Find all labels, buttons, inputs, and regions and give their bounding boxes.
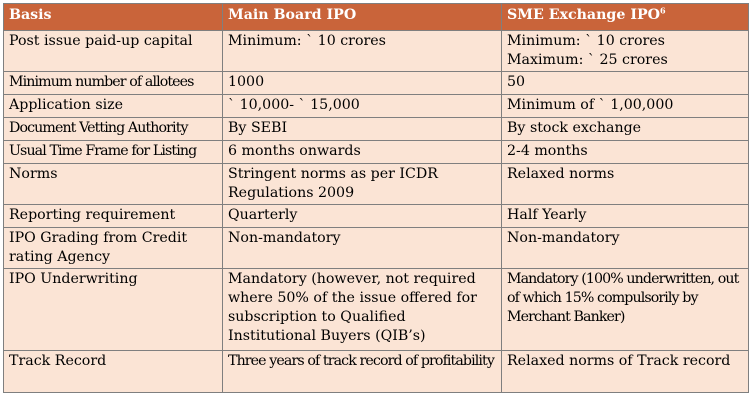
row-sme-exchange: By stock exchange (501, 117, 749, 141)
row-basis: IPO Underwriting (3, 268, 223, 351)
row-basis: Minimum number of allotees (3, 71, 223, 95)
table-row: Reporting requirement Quarterly Half Yea… (3, 204, 749, 228)
row-main-board: Three years of track record of profitabi… (222, 350, 502, 393)
header-basis: Basis (3, 3, 223, 31)
footnote-marker: 6 (660, 5, 666, 16)
row-sme-exchange: Relaxed norms of Track record (501, 350, 749, 393)
row-basis: Document Vetting Authority (3, 117, 223, 141)
row-basis: Application size (3, 94, 223, 118)
row-sme-exchange: 2-4 months (501, 140, 749, 164)
row-sme-exchange: Half Yearly (501, 204, 749, 228)
row-sme-exchange: Mandatory (100% underwritten, out of whi… (501, 268, 749, 351)
row-basis: Reporting requirement (3, 204, 223, 228)
row-sme-exchange: Relaxed norms (501, 163, 749, 205)
header-main-board-ipo: Main Board IPO (222, 3, 502, 31)
row-basis: Norms (3, 163, 223, 205)
table-row: Post issue paid-up capital Minimum: ` 10… (3, 30, 749, 72)
row-main-board: Quarterly (222, 204, 502, 228)
row-main-board: By SEBI (222, 117, 502, 141)
row-main-board: 1000 (222, 71, 502, 95)
header-sme-label: SME Exchange IPO (507, 7, 660, 23)
table-row: Application size ` 10,000- ` 15,000 Mini… (3, 94, 749, 118)
header-sme-exchange-ipo: SME Exchange IPO6 (501, 3, 749, 31)
row-main-board: Stringent norms as per ICDR Regulations … (222, 163, 502, 205)
ipo-comparison-table: Basis Main Board IPO SME Exchange IPO6 P… (3, 3, 749, 393)
row-main-board: 6 months onwards (222, 140, 502, 164)
row-sme-exchange: Minimum of ` 1,00,000 (501, 94, 749, 118)
row-main-board: Non-mandatory (222, 227, 502, 269)
table-row: Document Vetting Authority By SEBI By st… (3, 117, 749, 141)
table-row: Minimum number of allotees 1000 50 (3, 71, 749, 95)
row-sme-exchange: Non-mandatory (501, 227, 749, 269)
table-row: IPO Grading from Credit rating Agency No… (3, 227, 749, 269)
row-main-board: Mandatory (however, not required where 5… (222, 268, 502, 351)
row-main-board: ` 10,000- ` 15,000 (222, 94, 502, 118)
table-row: Norms Stringent norms as per ICDR Regula… (3, 163, 749, 205)
row-basis: Post issue paid-up capital (3, 30, 223, 72)
table-row: Usual Time Frame for Listing 6 months on… (3, 140, 749, 164)
row-sme-exchange: Minimum: ` 10 crores Maximum: ` 25 crore… (501, 30, 749, 72)
row-sme-exchange: 50 (501, 71, 749, 95)
table-header-row: Basis Main Board IPO SME Exchange IPO6 (3, 3, 749, 31)
table-row: IPO Underwriting Mandatory (however, not… (3, 268, 749, 351)
table-row: Track Record Three years of track record… (3, 350, 749, 393)
row-basis: Track Record (3, 350, 223, 393)
row-basis: IPO Grading from Credit rating Agency (3, 227, 223, 269)
row-main-board: Minimum: ` 10 crores (222, 30, 502, 72)
row-basis: Usual Time Frame for Listing (3, 140, 223, 164)
